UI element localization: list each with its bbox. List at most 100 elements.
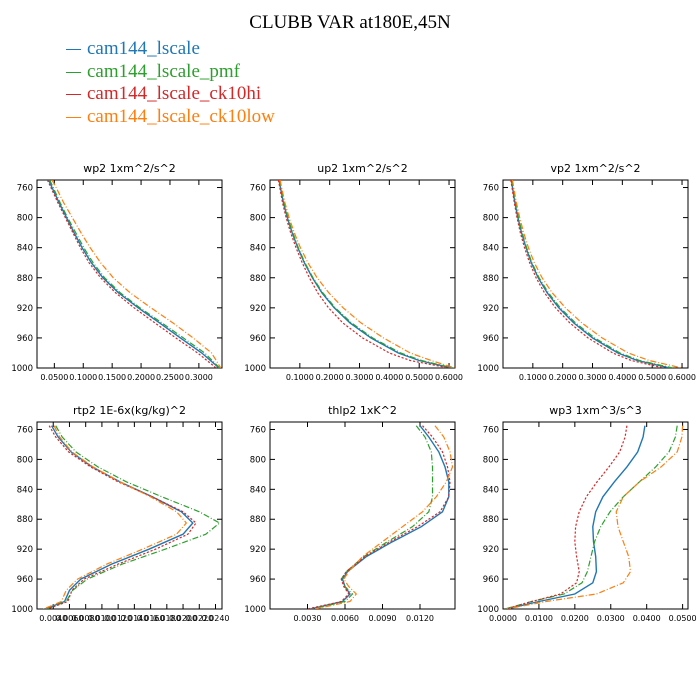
x-tick-label: 0.4000 [375,373,403,382]
y-tick-label: 800 [17,455,33,465]
y-tick-label: 1000 [244,364,266,374]
y-tick-label: 880 [250,515,266,525]
y-tick-label: 960 [483,575,499,585]
series-line [506,425,684,609]
series-line [43,425,188,609]
series-line [506,425,646,609]
series-line [47,425,197,609]
y-tick-label: 800 [17,214,33,224]
y-tick-label: 920 [17,304,33,314]
x-tick-label: 0.2000 [316,373,344,382]
series-line [307,425,451,609]
y-tick-label: 960 [250,334,266,344]
panel-title: up2 1xm^2/s^2 [317,162,408,175]
x-tick-label: 0.1500 [98,373,126,382]
y-tick-label: 1000 [477,364,499,374]
series-line [510,180,665,368]
legend-swatch [66,71,81,73]
y-tick-label: 880 [250,274,266,284]
panel-title: thlp2 1xK^2 [328,404,397,417]
panel-title: vp2 1xm^2/s^2 [550,162,640,175]
series-line [277,180,450,368]
x-tick-label: 0.5000 [638,373,666,382]
x-tick-label: 0.0000 [489,614,517,623]
plot-frame [502,421,689,610]
y-tick-label: 760 [250,425,266,435]
x-tick-label: 0.2500 [156,373,184,382]
x-tick-label: 0.6000 [668,373,696,382]
y-tick-label: 840 [250,485,266,495]
plot-frame [269,421,456,610]
x-tick-label: 0.3000 [346,373,374,382]
y-tick-label: 1000 [244,605,266,615]
x-tick-label: 0.0090 [369,614,397,623]
legend: cam144_lscale cam144_lscale_pmf cam144_l… [66,38,275,128]
y-tick-label: 800 [483,214,499,224]
x-tick-label: 0.0100 [88,614,116,623]
x-tick-label: 0.1000 [286,373,314,382]
x-tick-label: 0.0120 [406,614,434,623]
y-tick-label: 960 [17,575,33,585]
y-tick-label: 760 [17,425,33,435]
series-line [505,425,628,609]
y-tick-label: 840 [250,244,266,254]
y-tick-label: 920 [483,545,499,555]
y-tick-label: 840 [483,485,499,495]
y-tick-label: 760 [483,425,499,435]
series-line [49,180,221,368]
legend-item: cam144_lscale [66,38,275,61]
y-tick-label: 880 [483,515,499,525]
x-tick-label: 0.0160 [137,614,165,623]
x-tick-label: 0.0180 [153,614,181,623]
legend-label: cam144_lscale_pmf [87,60,241,82]
plot-frame [36,421,223,610]
x-tick-label: 0.0220 [185,614,213,623]
y-tick-label: 880 [483,274,499,284]
x-tick-label: 0.4000 [608,373,636,382]
series-line [309,425,450,609]
y-tick-label: 840 [17,244,33,254]
x-tick-label: 0.0120 [104,614,132,623]
legend-label: cam144_lscale_ck10low [87,105,275,127]
y-tick-label: 960 [250,575,266,585]
legend-item: cam144_lscale_pmf [66,61,275,84]
series-line [47,180,220,368]
y-tick-label: 760 [250,184,266,194]
legend-swatch [66,116,81,118]
series-line [312,425,434,609]
y-tick-label: 1000 [477,605,499,615]
series-line [278,180,453,368]
x-tick-label: 0.3000 [185,373,213,382]
series-line [279,180,455,368]
x-tick-label: 0.0030 [294,614,322,623]
y-tick-label: 760 [17,184,33,194]
x-tick-label: 0.0060 [331,614,359,623]
series-line [46,180,217,368]
x-tick-label: 0.0080 [72,614,100,623]
plot-frame [269,179,456,369]
x-tick-label: 0.0200 [561,614,589,623]
series-line [51,180,222,368]
x-tick-label: 0.6000 [435,373,463,382]
x-tick-label: 0.0200 [169,614,197,623]
y-tick-label: 960 [483,334,499,344]
x-tick-label: 0.1000 [69,373,97,382]
series-line [44,425,194,609]
y-tick-label: 920 [17,545,33,555]
x-tick-label: 0.1000 [519,373,547,382]
x-tick-label: 0.0140 [120,614,148,623]
x-tick-label: 0.0240 [202,614,230,623]
y-tick-label: 840 [17,485,33,495]
panel-title: wp3 1xm^3/s^3 [549,404,642,417]
plot-frame [502,179,689,369]
legend-swatch [66,94,81,96]
figure-title: CLUBB VAR at180E,45N [249,12,451,33]
legend-label: cam144_lscale [87,38,200,59]
plot-frame [36,179,223,369]
legend-swatch [66,49,81,51]
y-tick-label: 1000 [11,605,33,615]
y-tick-label: 920 [483,304,499,314]
y-tick-label: 880 [17,274,33,284]
x-tick-label: 0.0060 [55,614,83,623]
